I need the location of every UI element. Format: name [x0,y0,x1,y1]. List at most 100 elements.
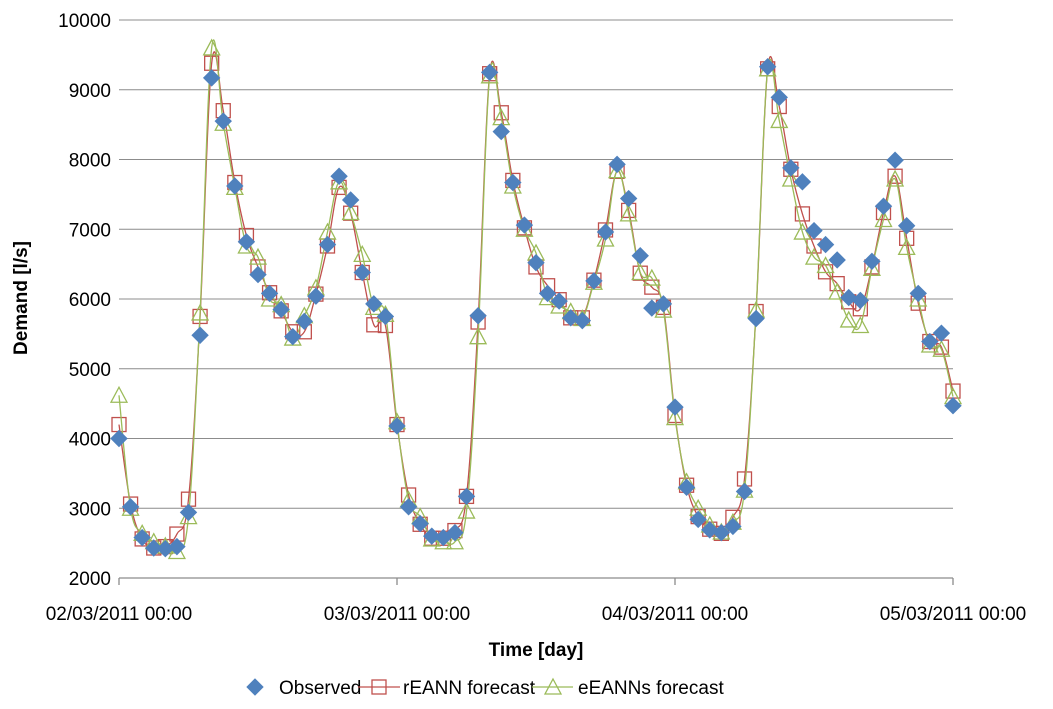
data-point-eeanns-forecast [109,385,129,403]
data-point-eeanns-forecast [619,204,638,222]
y-tick-label-8000: 8000 [69,151,111,172]
data-point-observed [585,272,603,290]
data-point-observed [376,307,395,326]
data-point-observed [874,197,893,215]
legend-reann-label: rEANN forecast [403,678,536,699]
data-point-observed [318,235,337,254]
series-reann-forecast [111,51,961,556]
data-point-eeanns-forecast [260,289,279,307]
data-point-observed [469,307,487,325]
data-point-observed [573,311,592,330]
legend-eeanns-marker [543,677,563,695]
series [109,38,963,560]
data-point-observed [828,251,846,269]
data-point-eeanns-forecast [804,247,824,265]
data-point-observed [515,216,534,234]
data-point-eeanns-forecast [202,38,221,56]
data-point-observed [840,288,858,307]
data-point-observed [562,309,580,327]
data-point-eeanns-forecast [457,501,476,519]
data-point-observed [295,312,314,331]
data-point-eeanns-forecast [190,303,210,321]
y-axis-title: Demand [l/s] [11,241,32,355]
legend: Observed rEANN forecast eEANNs forecast [246,677,724,699]
legend-eeanns-label: eEANNs forecast [578,678,724,699]
data-point-eeanns-forecast [329,172,349,190]
series-observed [110,58,962,558]
data-point-observed [701,521,719,539]
data-point-observed [944,397,962,415]
data-point-observed [457,487,476,506]
data-point-observed [932,324,951,342]
data-point-reann-forecast [794,206,811,222]
x-tick-label-1: 03/03/2011 00:00 [324,604,471,625]
data-point-observed [677,478,696,497]
data-point-observed [782,159,800,177]
data-point-observed [480,63,499,82]
data-point-observed [712,523,731,542]
data-point-observed [886,151,904,169]
legend-observed-label: Observed [279,678,361,699]
y-tick-label-7000: 7000 [69,220,111,241]
data-point-eeanns-forecast [885,169,905,187]
data-point-observed [666,398,684,416]
y-tick-label-6000: 6000 [69,290,111,311]
data-point-observed [758,58,777,76]
data-point-observed [816,235,835,254]
data-point-observed [550,292,568,310]
data-point-observed [631,247,649,265]
series-line-reann-forecast [118,51,954,550]
data-point-observed [747,309,765,328]
data-point-observed [851,291,870,310]
data-point-observed [909,284,927,303]
data-point-observed [179,503,198,522]
data-point-reann-forecast [644,279,660,295]
data-point-observed [805,221,823,240]
data-point-observed [330,167,348,185]
data-point-observed [145,539,163,557]
data-point-eeanns-forecast [468,327,488,345]
data-point-eeanns-forecast [897,238,916,256]
data-point-observed [110,429,128,448]
data-point-observed [654,295,673,313]
data-point-observed [388,417,406,435]
y-tick-label-2000: 2000 [69,569,111,590]
data-point-observed [214,112,232,130]
data-point-observed [133,528,151,547]
data-point-reann-forecast [366,317,382,333]
data-point-observed [226,177,244,195]
legend-observed: Observed [246,678,361,699]
data-point-eeanns-forecast [862,258,882,276]
data-point-eeanns-forecast [932,339,951,357]
data-point-observed [341,191,360,209]
data-point-eeanns-forecast [816,256,835,274]
data-point-observed [538,284,557,303]
data-point-eeanns-forecast [596,229,615,247]
data-point-eeanns-forecast [839,310,858,328]
data-point-observed [272,300,290,319]
data-point-eeanns-forecast [654,300,673,318]
data-point-eeanns-forecast [445,532,465,550]
data-point-observed [202,69,221,87]
data-point-observed [527,254,545,272]
legend-reann-marker [371,679,387,695]
gridlines [119,19,953,509]
data-point-observed [365,295,383,313]
data-point-observed [168,537,186,556]
data-point-eeanns-forecast [341,203,360,221]
data-point-observed [793,173,812,191]
data-point-reann-forecast [887,168,903,184]
x-tick-label-3: 05/03/2011 00:00 [880,604,1027,625]
data-point-eeanns-forecast [607,161,627,179]
x-tick-label-2: 04/03/2011 00:00 [602,604,749,625]
y-tick-label-5000: 5000 [69,360,111,381]
data-point-reann-forecast [632,265,648,281]
y-tick-labels: 2000 3000 4000 5000 6000 7000 8000 9000 10000 [58,11,111,590]
data-point-eeanns-forecast [631,263,650,281]
y-tick-label-4000: 4000 [69,430,111,451]
data-point-observed [735,482,754,501]
data-point-observed [307,287,325,305]
data-point-observed [121,498,140,516]
